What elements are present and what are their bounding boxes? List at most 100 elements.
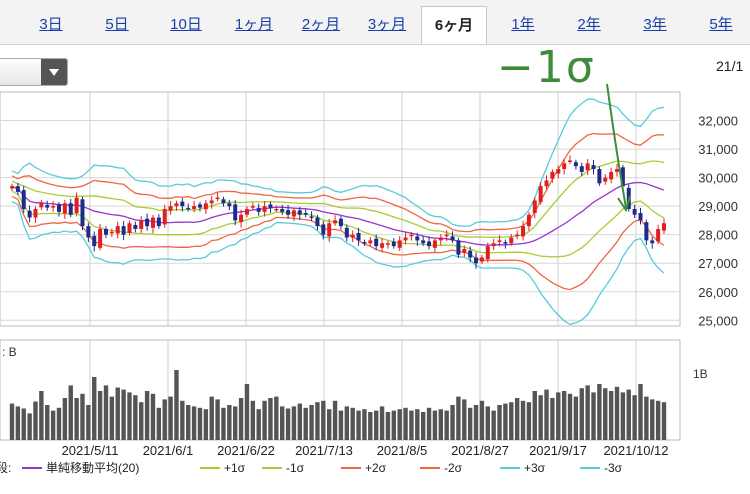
candle-body bbox=[221, 199, 226, 204]
candle-body bbox=[620, 167, 625, 187]
candle-body bbox=[638, 212, 643, 221]
candle-body bbox=[550, 171, 555, 179]
tab-3y[interactable]: 3年 bbox=[643, 16, 667, 33]
minus-1-sigma-line bbox=[11, 190, 665, 258]
candle-body bbox=[562, 163, 567, 170]
candle-body bbox=[444, 234, 449, 237]
candle-body bbox=[615, 169, 620, 172]
chevron-down-icon bbox=[41, 59, 67, 85]
tab-3m[interactable]: 3ヶ月 bbox=[367, 16, 407, 33]
volume-bar bbox=[103, 385, 109, 440]
candle-body bbox=[544, 180, 549, 187]
volume-bar bbox=[127, 392, 132, 440]
legend-label: +3σ bbox=[524, 461, 546, 475]
candle-body bbox=[526, 214, 531, 227]
tab-3d[interactable]: 3日 bbox=[39, 16, 63, 33]
minus-2-sigma-line bbox=[11, 195, 665, 291]
candle-body bbox=[256, 207, 261, 212]
price-plot-frame bbox=[0, 91, 681, 327]
candle-body bbox=[573, 162, 578, 167]
volume-bar bbox=[162, 399, 167, 440]
volume-bar bbox=[603, 388, 608, 440]
volume-bar bbox=[356, 410, 361, 440]
candle-body bbox=[262, 206, 267, 212]
candle-body bbox=[10, 186, 14, 189]
volume-bar bbox=[168, 396, 173, 440]
candle-body bbox=[39, 203, 44, 208]
candle-body bbox=[15, 186, 20, 192]
volume-bar bbox=[62, 398, 68, 440]
candle-body bbox=[632, 209, 637, 215]
tab-5y[interactable]: 5年 bbox=[709, 16, 733, 33]
tab-6m[interactable]: 6ヶ月 bbox=[421, 6, 487, 44]
candle-body bbox=[438, 237, 443, 241]
volume-bar bbox=[344, 406, 350, 440]
candle-body bbox=[156, 217, 161, 227]
y-tick-label: 30,000 bbox=[698, 171, 738, 186]
volume-bar bbox=[420, 412, 426, 440]
chart-type-dropdown[interactable] bbox=[0, 58, 68, 86]
candle-body bbox=[385, 243, 390, 245]
volume-bar bbox=[650, 399, 655, 440]
tab-5d[interactable]: 5日 bbox=[105, 16, 129, 33]
volume-bar bbox=[250, 400, 256, 440]
tab-1m[interactable]: 1ヶ月 bbox=[234, 16, 274, 33]
candle-body bbox=[21, 190, 26, 209]
volume-bar bbox=[338, 410, 344, 440]
tab-2m[interactable]: 2ヶ月 bbox=[301, 16, 341, 33]
tab-1y[interactable]: 1年 bbox=[511, 16, 535, 33]
candle-body bbox=[515, 234, 520, 237]
volume-bar bbox=[450, 405, 455, 440]
volume-bar bbox=[462, 399, 467, 440]
tab-2y[interactable]: 2年 bbox=[577, 16, 601, 33]
volume-bar bbox=[303, 407, 308, 440]
candle-body bbox=[86, 226, 91, 238]
candle-body bbox=[197, 204, 202, 208]
volume-bar bbox=[203, 409, 209, 440]
volume-bar bbox=[626, 389, 631, 440]
candle-body bbox=[27, 210, 32, 218]
volume-bar bbox=[538, 395, 543, 440]
candle-body bbox=[427, 241, 432, 247]
candle-body bbox=[579, 166, 584, 172]
volume-bar bbox=[485, 406, 490, 440]
y-tick-label: 28,000 bbox=[698, 228, 738, 243]
candle-body bbox=[491, 243, 496, 247]
volume-bar bbox=[544, 389, 549, 440]
candle-body bbox=[203, 203, 208, 210]
candle-body bbox=[327, 223, 332, 237]
candle-body bbox=[532, 200, 537, 213]
tab-10d[interactable]: 10日 bbox=[170, 16, 202, 33]
x-tick-label: 2021/9/17 bbox=[529, 443, 587, 458]
volume-bar bbox=[591, 392, 596, 440]
volume-bar bbox=[597, 384, 602, 440]
candle-body bbox=[656, 228, 661, 242]
candle-body bbox=[291, 210, 296, 217]
volume-bar bbox=[150, 393, 156, 440]
moving-average-line bbox=[11, 181, 665, 246]
volume-bar bbox=[238, 398, 244, 440]
volume-bar bbox=[479, 400, 485, 440]
candle-body bbox=[174, 203, 179, 207]
candle-body bbox=[585, 163, 590, 171]
volume-bar bbox=[620, 392, 626, 440]
candle-body bbox=[280, 209, 285, 212]
candle-body bbox=[485, 246, 490, 260]
volume-bar bbox=[503, 403, 508, 440]
volume-bar bbox=[473, 405, 479, 440]
candle-body bbox=[415, 236, 420, 241]
date-label: 21/1 bbox=[716, 58, 744, 74]
volume-bar bbox=[74, 398, 79, 440]
volume-bar bbox=[456, 396, 461, 440]
candle-body bbox=[80, 199, 85, 227]
volume-bar bbox=[409, 410, 414, 440]
volume-bar bbox=[285, 408, 291, 440]
candle-body bbox=[133, 224, 138, 229]
volume-tick-label: 1B bbox=[693, 367, 708, 381]
volume-bar bbox=[415, 409, 420, 440]
volume-bar bbox=[274, 396, 279, 440]
volume-bar bbox=[221, 407, 226, 440]
candle-body bbox=[297, 210, 302, 215]
candle-body bbox=[644, 222, 649, 241]
